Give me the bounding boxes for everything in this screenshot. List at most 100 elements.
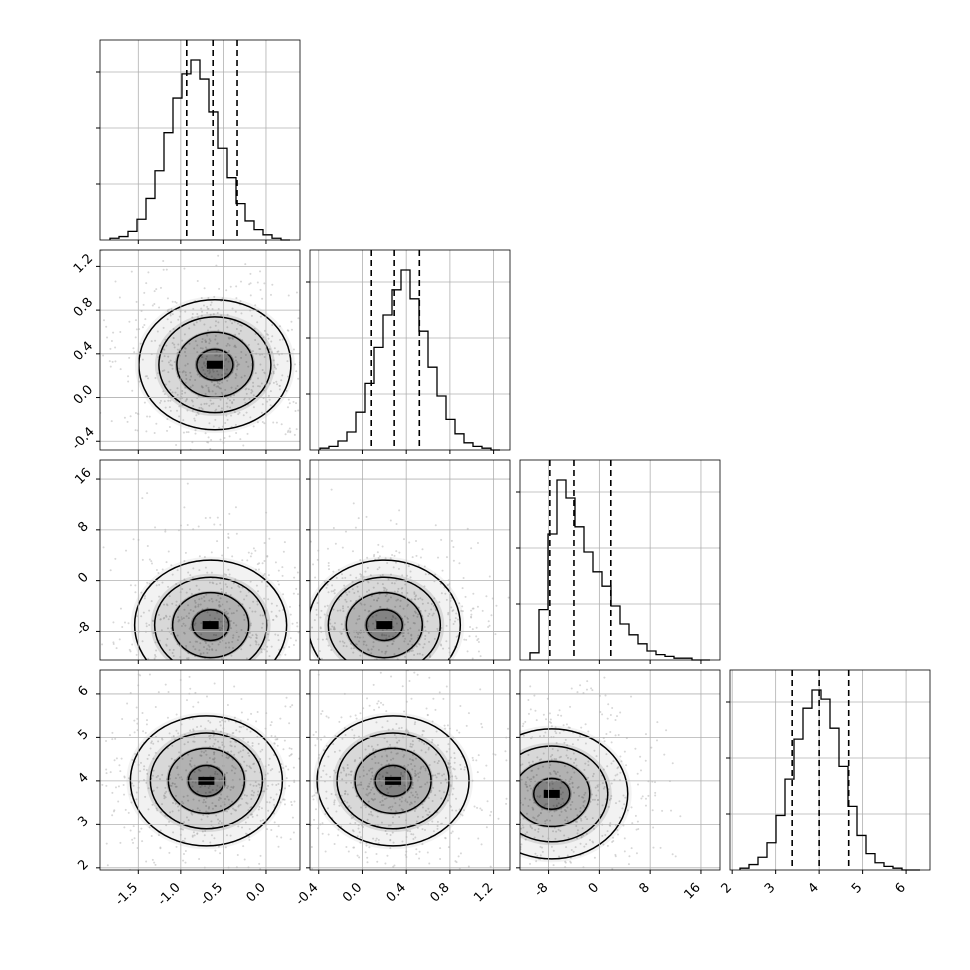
scatter-point [428,655,431,658]
scatter-point [205,753,208,756]
scatter-point [671,762,674,765]
scatter-point [573,882,575,884]
scatter-point [407,732,410,735]
scatter-point [294,363,297,366]
scatter-point [188,627,191,630]
scatter-point [205,402,208,405]
scatter-point [229,395,232,398]
scatter-point [251,350,254,353]
scatter-point [401,903,403,905]
scatter-point [235,532,238,535]
scatter-point [414,598,417,601]
scatter-point [218,820,221,823]
scatter-point [386,600,389,603]
scatter-point [480,843,483,846]
scatter-point [198,664,200,666]
scatter-point [499,713,501,715]
scatter-point [243,794,246,797]
scatter-point [282,593,285,596]
scatter-point [356,590,359,593]
scatter-point [185,699,188,702]
scatter-point [162,348,165,351]
scatter-point [359,695,361,697]
scatter-point [663,753,666,756]
scatter-point [227,676,229,678]
scatter-point [555,805,558,808]
scatter-point [199,652,202,655]
scatter-point [253,762,256,765]
scatter-point [414,611,417,614]
scatter-point [552,864,555,867]
scatter-point [369,791,372,794]
scatter-point [209,775,212,778]
scatter-point [263,542,266,545]
scatter-point [449,805,452,808]
scatter-point [386,720,389,723]
scatter-point [105,690,107,692]
scatter-point [395,550,398,553]
scatter-point [135,798,138,801]
scatter-point [157,613,160,616]
scatter-point [454,617,457,620]
scatter-point [301,658,303,660]
scatter-point [173,346,176,349]
scatter-point [389,824,392,827]
scatter-point [453,757,456,760]
scatter-point [327,562,330,565]
scatter-point [342,605,345,608]
scatter-point [112,641,115,644]
scatter-point [489,783,491,785]
scatter-point [244,388,247,391]
scatter-point [434,608,437,611]
scatter-point [413,800,416,803]
scatter-point [218,387,221,390]
scatter-point [106,940,108,942]
scatter-point [400,800,403,803]
scatter-point [377,690,379,692]
scatter-point [210,571,213,574]
scatter-point [444,778,447,781]
scatter-point [463,744,465,746]
scatter-point [226,750,229,753]
scatter-point [345,663,347,665]
scatter-point [297,377,300,380]
scatter-point [109,347,112,350]
scatter-point [244,263,247,266]
scatter-point [267,784,270,787]
scatter-point [182,419,185,422]
scatter-point [249,282,252,285]
scatter-point [358,831,361,834]
scatter-point [256,603,259,606]
scatter-point [387,598,390,601]
scatter-point [224,846,227,849]
scatter-point [173,783,176,786]
scatter-point [238,586,241,589]
scatter-point [252,425,255,428]
scatter-point [513,854,515,856]
scatter-point [200,622,203,625]
scatter-point [229,406,232,409]
scatter-point [505,818,507,820]
panel-content [100,250,300,450]
scatter-point [453,761,456,764]
scatter-point [634,814,637,817]
scatter-point [237,680,239,682]
scatter-point [376,551,379,554]
scatter-point [564,738,567,741]
scatter-point [592,775,595,778]
scatter-point [458,562,461,565]
scatter-point [218,287,221,290]
scatter-point [343,792,346,795]
scatter-point [237,804,240,807]
scatter-point [199,603,202,606]
scatter-point [359,654,362,657]
scatter-point [488,745,490,747]
scatter-point [199,642,202,645]
scatter-point [302,627,304,629]
scatter-point [503,840,505,842]
scatter-point [316,602,319,605]
scatter-point [599,711,602,714]
scatter-point [521,725,524,728]
density-contour [365,608,404,642]
scatter-point [459,763,462,766]
